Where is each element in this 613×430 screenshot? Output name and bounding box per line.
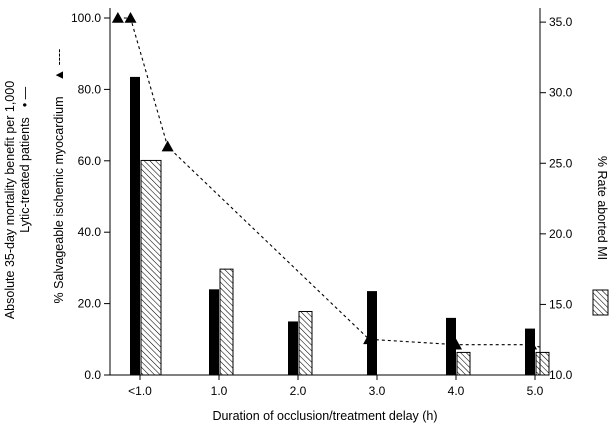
right-tick-label: 35.0 — [549, 15, 573, 29]
right-ticks: 10.0 15.0 20.0 25.0 30.0 35.0 — [540, 15, 573, 382]
left-tick-label: 100.0 — [71, 11, 101, 25]
x-tick-label: 5.0 — [527, 384, 544, 398]
left-tick-label: 80.0 — [78, 82, 102, 96]
aborted-mi-bar — [140, 159, 162, 376]
left-axis-title-marker: • — — [18, 86, 32, 107]
x-tick-label: 2.0 — [290, 384, 307, 398]
mortality-bars — [130, 76, 535, 375]
salvage-axis-title-marker: ▲ ---- — [52, 49, 66, 82]
salvage-line — [111, 12, 541, 350]
right-axis-title: % Rate aborted MI — [595, 156, 609, 260]
salvage-point — [363, 333, 376, 345]
x-tick-label: 3.0 — [369, 384, 386, 398]
left-tick-label: 0.0 — [84, 368, 101, 382]
right-tick-label: 25.0 — [549, 156, 573, 170]
left-tick-label: 40.0 — [78, 225, 102, 239]
salvage-point — [111, 12, 124, 23]
salvage-dashed-line — [117, 17, 541, 348]
left-axis-title-line2: Lytic-treated patients — [18, 117, 32, 233]
left-tick-label: 20.0 — [78, 297, 102, 311]
right-tick-label: 30.0 — [549, 86, 573, 100]
x-tick-label: 1.0 — [211, 384, 228, 398]
salvage-point — [124, 12, 137, 23]
mortality-bar — [367, 291, 377, 375]
mortality-bar — [130, 76, 140, 375]
aborted-mi-bar — [456, 351, 471, 376]
right-axis-legend-hatch-swatch — [592, 289, 609, 316]
mortality-bar — [525, 328, 535, 375]
x-tick-label: <1.0 — [128, 384, 152, 398]
left-ticks: 0.0 20.0 40.0 60.0 80.0 100.0 — [71, 11, 110, 382]
x-tick-label: 4.0 — [448, 384, 465, 398]
salvage-point — [161, 140, 174, 152]
mortality-bar — [288, 321, 298, 375]
aborted-mi-bar — [298, 310, 313, 376]
salvage-point — [450, 338, 462, 350]
aborted-mi-bars — [140, 159, 550, 376]
mortality-bar — [446, 317, 456, 375]
right-tick-label: 15.0 — [549, 297, 573, 311]
x-ticks: <1.0 1.0 2.0 3.0 4.0 5.0 — [128, 375, 544, 398]
left-axis-title-line1: Absolute 35-day mortality benefit per 1,… — [3, 81, 17, 319]
right-tick-label: 10.0 — [549, 368, 573, 382]
left-tick-label: 60.0 — [78, 154, 102, 168]
aborted-mi-bar — [219, 268, 234, 376]
x-axis-title: Duration of occlusion/treatment delay (h… — [212, 409, 437, 423]
salvage-point — [525, 338, 538, 350]
aborted-mi-bar — [535, 351, 550, 376]
right-tick-label: 20.0 — [549, 227, 573, 241]
salvage-axis-title: % Salvageable ischemic myocardium — [52, 96, 66, 303]
mortality-bar — [209, 289, 219, 375]
